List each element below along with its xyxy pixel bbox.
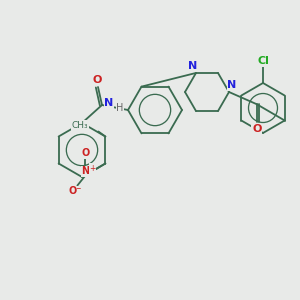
- Text: Cl: Cl: [257, 56, 269, 66]
- Text: N: N: [81, 167, 89, 176]
- Text: O: O: [81, 148, 89, 158]
- Text: O⁻: O⁻: [69, 187, 82, 196]
- Text: N: N: [188, 61, 198, 71]
- Text: N: N: [227, 80, 237, 90]
- Text: O: O: [252, 124, 262, 134]
- Text: +: +: [89, 164, 96, 173]
- Text: H: H: [116, 103, 124, 113]
- Text: N: N: [104, 98, 114, 108]
- Text: CH₃: CH₃: [72, 121, 88, 130]
- Text: O: O: [92, 75, 102, 85]
